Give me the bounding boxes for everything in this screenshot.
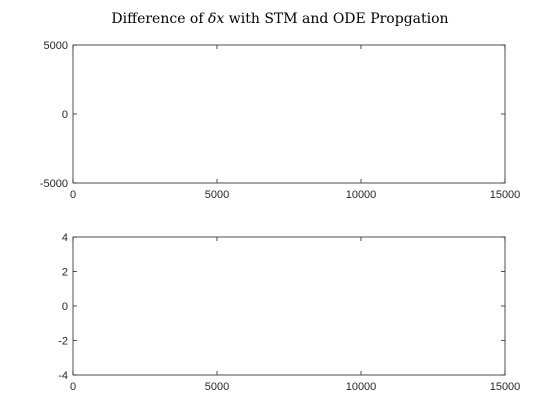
top-x-tick-label: 10000: [346, 189, 377, 201]
title-suffix: with STM and ODE Propgation: [224, 11, 448, 27]
bottom-y-tick-label: -2: [58, 336, 68, 348]
top-x-tick-label: 15000: [490, 189, 521, 201]
bottom-x-tick-label: 10000: [346, 381, 377, 393]
bottom-x-tick-label: 5000: [205, 381, 229, 393]
bottom-plot-axes: 0 5000 10000 15000 -4 -2 0 2 4: [58, 232, 520, 393]
figure-title: Difference of δx with STM and ODE Propga…: [111, 11, 448, 27]
top-x-tick-label: 5000: [205, 189, 229, 201]
title-symbol: δx: [208, 11, 224, 27]
top-y-tick-label: 0: [62, 109, 68, 121]
bottom-y-tick-label: 4: [62, 232, 68, 244]
bottom-x-tick-label: 0: [70, 381, 76, 393]
bottom-x-tick-label: 15000: [490, 381, 521, 393]
top-x-tick-label: 0: [70, 189, 76, 201]
bottom-y-tick-label: 0: [62, 301, 68, 313]
bottom-axis-box: [72, 236, 506, 376]
bottom-y-tick-label: 2: [62, 267, 68, 279]
top-y-tick-label: 5000: [44, 40, 68, 52]
top-axis-box: [72, 44, 506, 184]
top-y-tick-label: -5000: [40, 178, 68, 190]
title-prefix: Difference of: [111, 11, 208, 27]
bottom-y-tick-label: -4: [58, 370, 68, 382]
